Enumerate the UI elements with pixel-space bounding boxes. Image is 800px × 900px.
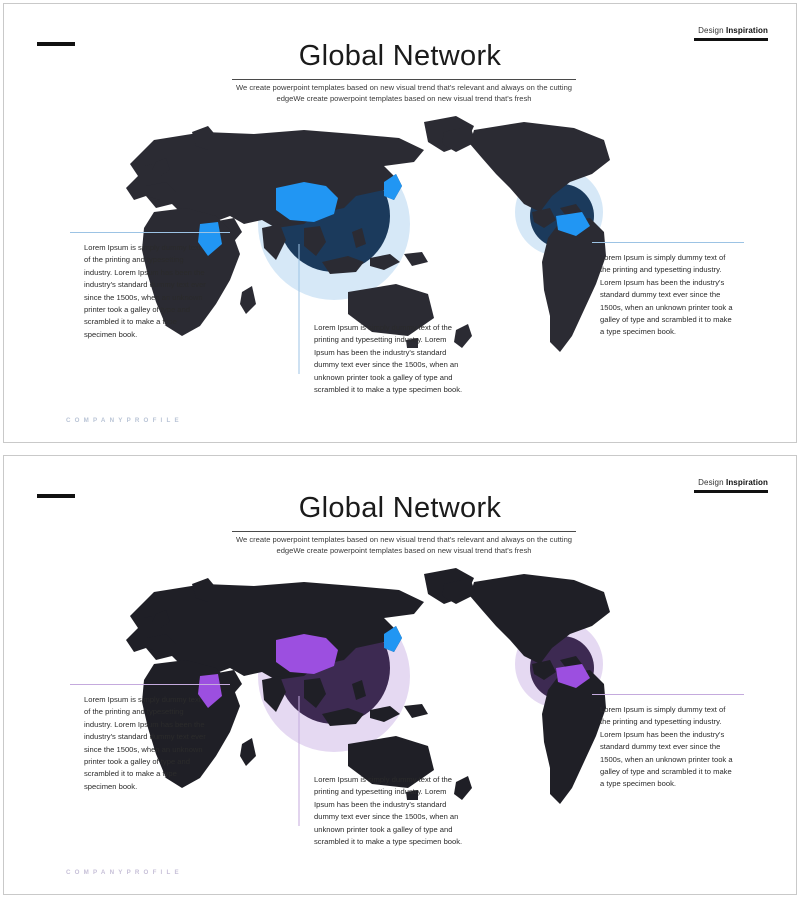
text-block-right: Lorem Ipsum is simply dummy text of the …	[592, 242, 744, 339]
slide-purple[interactable]: Design Inspiration Global Network We cre…	[3, 455, 797, 895]
title-divider	[232, 79, 576, 80]
slide-subtitle: We create powerpoint templates based on …	[235, 83, 573, 103]
highlighted-countries	[198, 174, 590, 256]
brand-regular-text: Design	[698, 478, 724, 487]
country-africa-accent	[198, 222, 222, 256]
landmasses	[126, 116, 610, 352]
text-block-left-body: Lorem Ipsum is simply dummy text of the …	[84, 695, 206, 791]
text-block-center-body: Lorem Ipsum is simply dummy text of the …	[314, 323, 463, 395]
brand-mark: Design Inspiration	[694, 478, 768, 493]
text-block-right-body: Lorem Ipsum is simply dummy text of the …	[600, 705, 733, 789]
brand-underline-bar	[694, 38, 768, 41]
text-block-left: Lorem Ipsum is simply dummy text of the …	[70, 232, 230, 341]
country-japan	[384, 174, 402, 200]
slide-title: Global Network	[298, 40, 502, 72]
country-china	[276, 182, 338, 222]
text-block-right: Lorem Ipsum is simply dummy text of the …	[592, 694, 744, 791]
country-china	[276, 634, 338, 674]
landmasses	[126, 568, 610, 804]
country-japan	[384, 626, 402, 652]
footer-company-profile: COMPANYPROFILE	[66, 417, 183, 424]
text-block-right-body: Lorem Ipsum is simply dummy text of the …	[600, 253, 733, 337]
footer-company-profile: COMPANYPROFILE	[66, 869, 183, 876]
brand-regular-text: Design	[698, 26, 724, 35]
text-block-left: Lorem Ipsum is simply dummy text of the …	[70, 684, 230, 793]
accent-dash-marker	[37, 494, 75, 498]
right-leader-line	[592, 242, 744, 243]
highlighted-countries	[198, 634, 590, 708]
country-venezuela	[556, 212, 590, 236]
brand-mark: Design Inspiration	[694, 26, 768, 41]
brand-bold-text: Inspiration	[726, 26, 768, 35]
text-block-center: Lorem Ipsum is simply dummy text of the …	[314, 774, 466, 848]
accent-dash-marker	[37, 42, 75, 46]
right-leader-line	[592, 694, 744, 695]
country-venezuela	[556, 664, 590, 688]
text-block-center: Lorem Ipsum is simply dummy text of the …	[314, 322, 466, 396]
slide-blue[interactable]: Design Inspiration Global Network We cre…	[3, 3, 797, 443]
left-leader-line	[70, 232, 230, 233]
brand-bold-text: Inspiration	[726, 478, 768, 487]
world-map-purple[interactable]	[4, 556, 796, 826]
country-africa-accent	[198, 674, 222, 708]
text-block-center-body: Lorem Ipsum is simply dummy text of the …	[314, 775, 463, 847]
left-leader-line	[70, 684, 230, 685]
title-divider	[232, 531, 576, 532]
world-map-blue[interactable]	[4, 104, 796, 374]
world-map-svg	[126, 116, 610, 374]
text-block-left-body: Lorem Ipsum is simply dummy text of the …	[84, 243, 206, 339]
slide-subtitle: We create powerpoint templates based on …	[235, 535, 573, 555]
brand-underline-bar	[694, 490, 768, 493]
world-map-svg	[126, 568, 610, 826]
slide-title: Global Network	[298, 492, 502, 524]
